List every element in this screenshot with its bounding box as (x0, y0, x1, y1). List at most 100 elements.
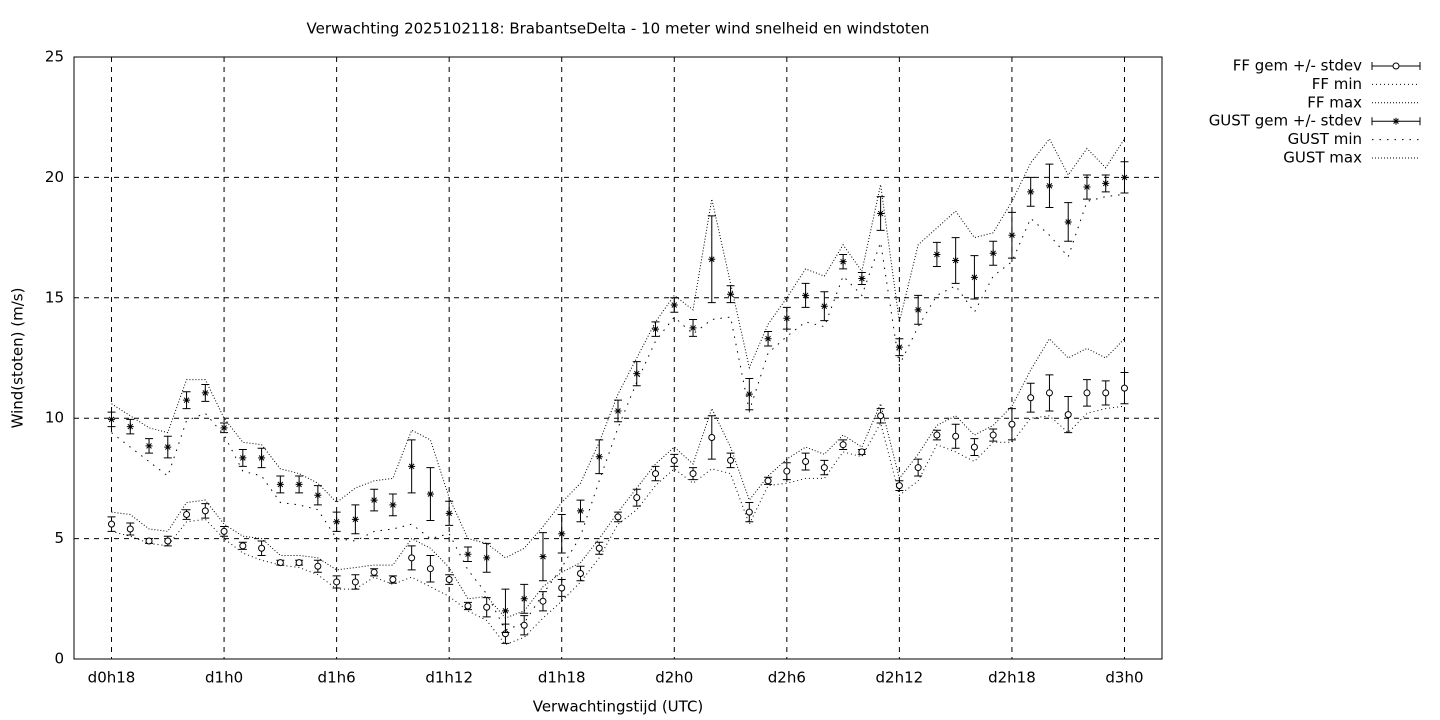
data-point (220, 424, 228, 432)
data-point (1027, 188, 1035, 196)
data-point (295, 559, 303, 567)
x-tick-label: d1h6 (318, 669, 356, 687)
data-point (520, 621, 528, 629)
data-point (839, 441, 847, 449)
legend-marker (1392, 117, 1400, 125)
legend-marker (1392, 62, 1400, 70)
data-point (1102, 389, 1110, 397)
data-point (895, 482, 903, 490)
x-tick-label: d3h0 (1105, 669, 1143, 687)
legend-label: GUST gem +/- stdev (1209, 112, 1362, 130)
data-point (1045, 389, 1053, 397)
data-point (802, 291, 810, 299)
data-point (333, 578, 341, 586)
data-point (164, 443, 172, 451)
legend-label: FF gem +/- stdev (1233, 57, 1362, 75)
x-tick-label: d2h0 (655, 669, 693, 687)
data-point (576, 570, 584, 578)
legend-label: GUST max (1283, 149, 1362, 167)
data-point (464, 550, 472, 558)
data-point (464, 602, 472, 610)
data-point (183, 511, 191, 519)
data-point (783, 314, 791, 322)
data-point (483, 603, 491, 611)
legend-label: FF min (1312, 75, 1362, 93)
data-point (183, 396, 191, 404)
data-point (276, 559, 284, 567)
data-point (333, 518, 341, 526)
data-point (558, 530, 566, 538)
data-point (145, 537, 153, 545)
data-point (989, 431, 997, 439)
x-tick-label: d2h12 (876, 669, 924, 687)
series-line (111, 405, 1125, 646)
y-tick-label: 10 (45, 409, 64, 427)
series-line (111, 193, 1125, 631)
data-point (408, 462, 416, 470)
plot-frame (73, 56, 1163, 660)
data-point (520, 595, 528, 603)
data-point (839, 258, 847, 266)
data-point (1083, 389, 1091, 397)
y-tick-label: 15 (45, 288, 64, 306)
data-point (108, 520, 116, 528)
data-point (389, 501, 397, 509)
data-point (952, 432, 960, 440)
data-point (314, 562, 322, 570)
data-point (970, 443, 978, 451)
data-point (708, 433, 716, 441)
data-point (1064, 218, 1072, 226)
data-point (595, 453, 603, 461)
data-point (877, 210, 885, 218)
x-tick-label: d0h18 (88, 669, 136, 687)
data-point (614, 407, 622, 415)
data-point (783, 467, 791, 475)
data-point (952, 256, 960, 264)
data-point (877, 412, 885, 420)
data-point (201, 389, 209, 397)
x-tick-label: d1h12 (425, 669, 473, 687)
data-point (1008, 420, 1016, 428)
data-point (708, 255, 716, 263)
data-point (126, 525, 134, 533)
data-point (1102, 179, 1110, 187)
data-point (614, 513, 622, 521)
x-tick-label: d1h18 (538, 669, 586, 687)
data-point (745, 508, 753, 516)
data-point (239, 542, 247, 550)
data-point (314, 491, 322, 499)
data-point (389, 576, 397, 584)
data-point (576, 507, 584, 515)
data-point (370, 496, 378, 504)
y-axis-label: Wind(stoten) (m/s) (9, 288, 27, 429)
data-point (164, 537, 172, 545)
data-point (1045, 182, 1053, 190)
data-point (764, 477, 772, 485)
data-point (933, 250, 941, 258)
data-point (689, 324, 697, 332)
data-point (895, 343, 903, 351)
data-point (802, 458, 810, 466)
data-point (483, 554, 491, 562)
series-line (111, 337, 1125, 619)
data-point (258, 454, 266, 462)
data-point (539, 553, 547, 561)
data-point (201, 507, 209, 515)
y-tick-label: 5 (54, 529, 64, 547)
data-point (652, 325, 660, 333)
legend-label: GUST min (1288, 130, 1362, 148)
data-point (820, 464, 828, 472)
data-point (239, 454, 247, 462)
data-point (633, 370, 641, 378)
data-point (408, 554, 416, 562)
data-point (445, 576, 453, 584)
data-point (670, 456, 678, 464)
data-point (764, 335, 772, 343)
y-tick-label: 20 (45, 168, 64, 186)
series-line (111, 137, 1125, 559)
data-point (858, 448, 866, 456)
x-tick-label: d2h6 (768, 669, 806, 687)
data-point (727, 290, 735, 298)
data-point (295, 480, 303, 488)
